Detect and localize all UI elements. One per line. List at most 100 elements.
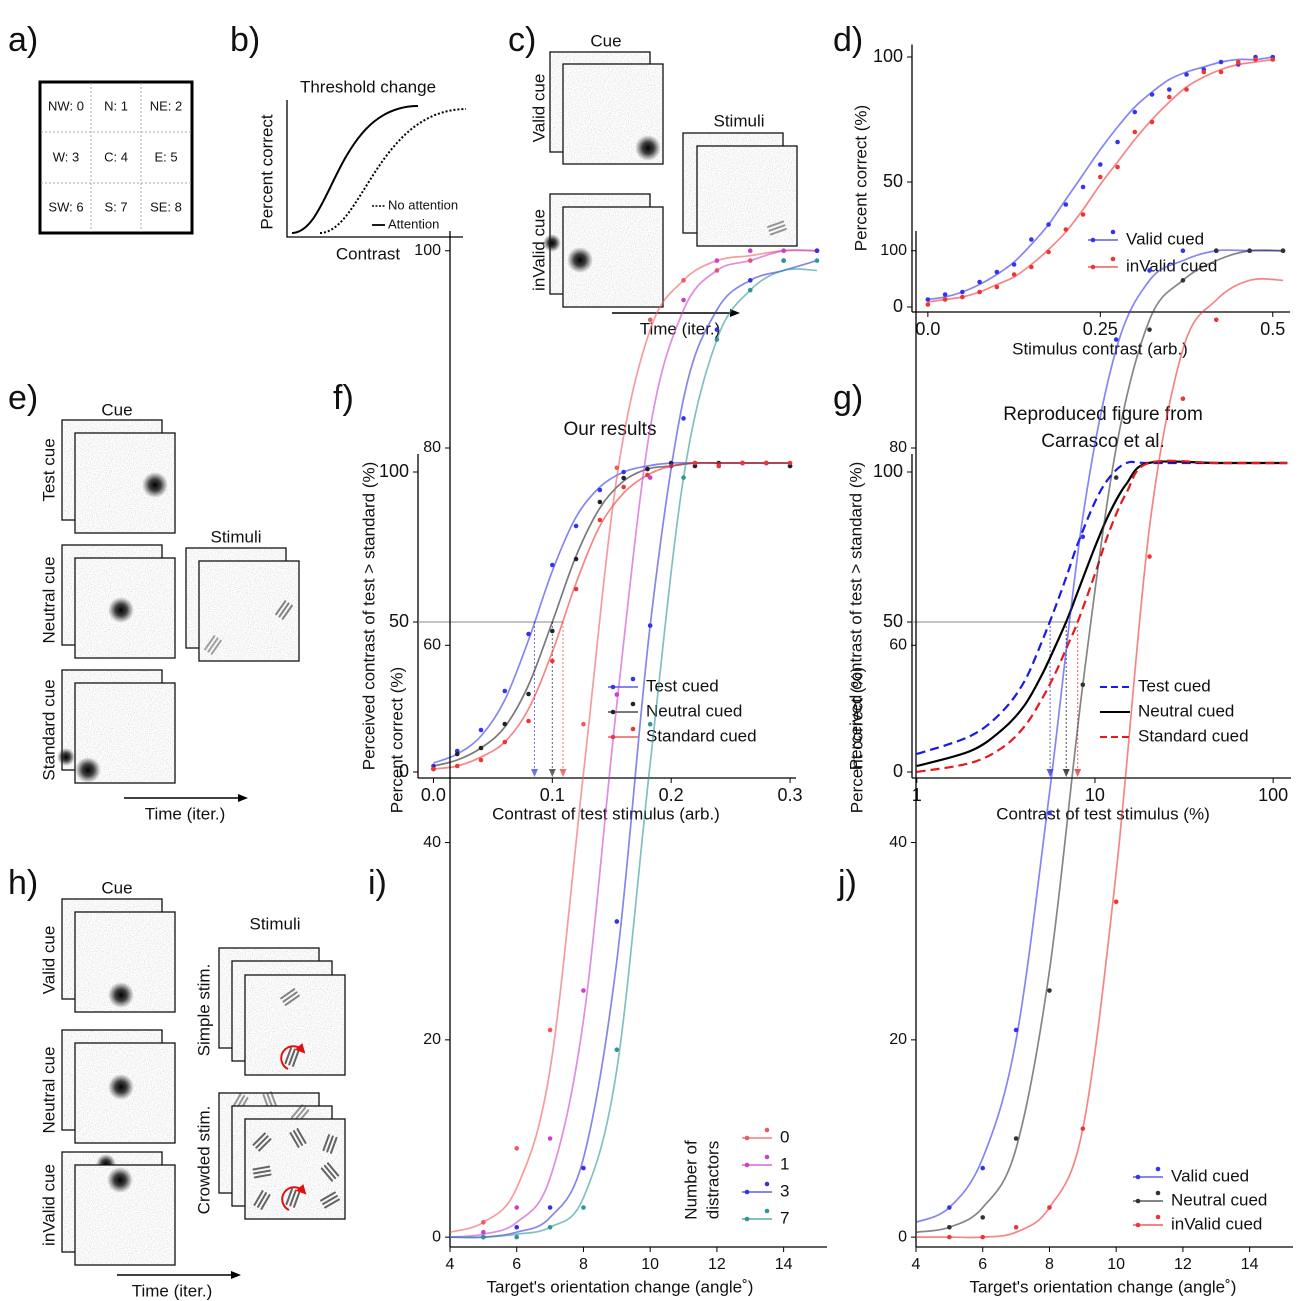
y-tick-label: 0 — [893, 761, 903, 781]
x-axis-label: Target's orientation change (angle˚) — [487, 1277, 754, 1296]
data-point — [431, 766, 436, 772]
grating-bar — [282, 991, 298, 1003]
data-point — [1047, 810, 1052, 816]
data-point — [1166, 87, 1172, 92]
data-point — [1147, 268, 1152, 273]
x-tick-label: 12 — [1174, 1256, 1192, 1273]
panel-label: a) — [8, 21, 38, 59]
grating-bar — [324, 1198, 340, 1209]
x-tick-label: 10 — [1085, 785, 1105, 805]
data-point — [814, 258, 820, 263]
data-point — [573, 586, 579, 592]
x-tick-label: 14 — [1241, 1256, 1259, 1273]
grating — [767, 220, 787, 236]
legend-dot — [630, 676, 636, 682]
data-point — [925, 297, 931, 302]
stimuli-title: Stimuli — [249, 914, 300, 933]
y-tick-label: 100 — [880, 242, 907, 259]
data-point — [714, 337, 720, 342]
data-point — [947, 1224, 952, 1230]
data-point — [977, 279, 982, 285]
legend-label: Neutral cued — [1171, 1190, 1267, 1209]
grating-bar — [767, 220, 785, 228]
data-point — [597, 499, 603, 505]
data-point — [1080, 1126, 1086, 1131]
panel-label: i) — [368, 864, 387, 902]
legend-dot — [764, 1181, 770, 1187]
fit-curve — [449, 268, 818, 1239]
grating-bar — [323, 1164, 337, 1180]
y-axis-label: Percent correct (%) — [851, 105, 870, 251]
data-point — [581, 721, 586, 727]
direction-grid: NW: 0 N: 1 NE: 2 W: 3 C: 4 E: 5 SW: 6 S:… — [38, 80, 194, 235]
data-point — [647, 475, 653, 480]
x-axis-label: Stimulus contrast (arb.) — [1012, 339, 1188, 358]
chart-title: Our results — [564, 419, 657, 440]
x-tick-label: 4 — [446, 1256, 455, 1273]
y-tick-label: 0 — [898, 1228, 907, 1245]
schematic-axes — [286, 100, 463, 238]
data-point — [526, 691, 531, 697]
chart-title: Carrasco et al. — [1041, 431, 1165, 452]
stimuli-row-label: Simple stim. — [194, 964, 213, 1057]
legend-dot — [610, 684, 616, 690]
data-point — [1213, 248, 1219, 254]
x-axis-label: Contrast of test stimulus (%) — [996, 804, 1210, 823]
y-tick-label: 0 — [893, 296, 903, 316]
data-point — [781, 258, 786, 263]
data-point — [514, 1146, 520, 1151]
grating-bar — [281, 604, 293, 620]
data-point — [980, 1234, 986, 1240]
data-point — [1029, 237, 1034, 242]
x-tick-label: 10 — [1107, 1256, 1125, 1273]
cue-title: Cue — [101, 400, 132, 419]
data-point — [740, 460, 745, 466]
curve — [916, 460, 1288, 768]
x-tick-label: 8 — [579, 1256, 588, 1273]
legend-label: Neutral cued — [1138, 701, 1234, 720]
y-tick-label: 0 — [432, 1228, 441, 1245]
data-point — [1080, 212, 1086, 217]
fit-curve — [927, 56, 1273, 301]
attention-cue — [108, 982, 134, 1008]
attention-cue — [142, 472, 168, 498]
data-point — [1235, 59, 1241, 65]
data-point — [714, 327, 720, 332]
data-point — [573, 556, 579, 562]
grating-bar — [320, 1167, 334, 1182]
attention-cue — [57, 748, 75, 766]
time-label: Time (iter.) — [640, 319, 721, 338]
data-point — [814, 248, 820, 254]
data-point — [763, 460, 769, 466]
data-point — [1047, 1205, 1052, 1210]
row-label: inValid cue — [529, 209, 548, 291]
data-point — [714, 258, 720, 263]
data-point — [681, 297, 686, 303]
stimuli-title: Stimuli — [210, 527, 261, 546]
legend-label: 7 — [780, 1208, 789, 1227]
data-point — [787, 460, 793, 466]
data-point — [481, 1220, 486, 1225]
grating-bar — [252, 1165, 271, 1171]
data-point — [621, 469, 626, 475]
panel-label: b) — [230, 21, 260, 59]
legend-dot — [744, 1189, 750, 1195]
grating-bar — [253, 1173, 272, 1179]
grating — [204, 635, 222, 655]
x-tick-label: 0.5 — [1260, 319, 1285, 339]
grid-cell: E: 5 — [154, 149, 177, 164]
row-label: Valid cue — [39, 926, 58, 995]
data-point — [478, 757, 484, 763]
data-point — [481, 1234, 486, 1240]
data-point — [747, 278, 753, 283]
image-noise — [200, 562, 298, 660]
data-point — [581, 1165, 586, 1171]
y-tick-label: 100 — [873, 461, 903, 481]
time-arrowhead — [730, 309, 740, 317]
row-label: inValid cue — [39, 1164, 58, 1246]
fit-curve — [915, 278, 1284, 1239]
grating — [322, 1134, 338, 1154]
fit-curve — [927, 58, 1273, 303]
data-point — [1132, 129, 1138, 135]
data-point — [550, 658, 555, 664]
